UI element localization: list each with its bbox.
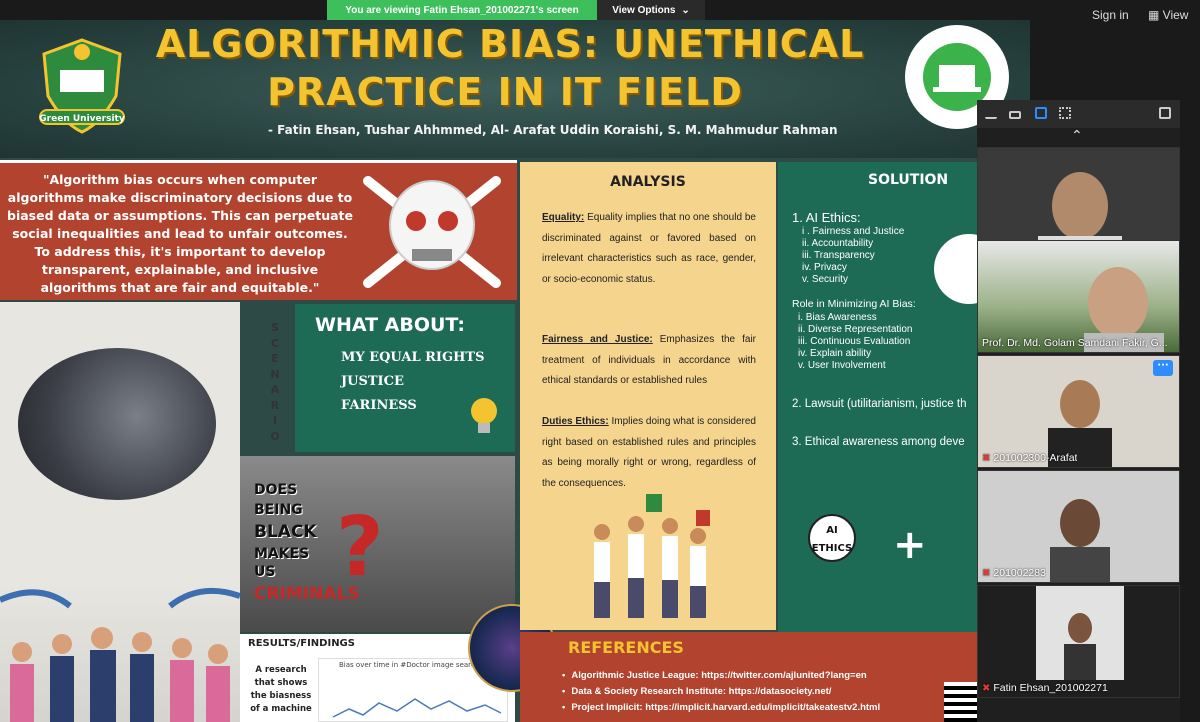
definition-quote: "Algorithm bias occurs when computer alg… xyxy=(7,172,353,295)
solution-role: iv. Explain ability xyxy=(798,348,872,359)
viewing-screen-banner: You are viewing Fatin Ehsan_201002271's … xyxy=(327,0,597,20)
participant-video xyxy=(978,356,1179,467)
participant-tile[interactable]: Prof. Dr. Md. Golam Samdani Fakir, G... xyxy=(977,240,1180,353)
solution-item-3: 3. Ethical awareness among deve xyxy=(792,436,965,448)
analysis-title: ANALYSIS xyxy=(610,174,686,190)
references-panel: REFERENCES Algorithmic Justice League: h… xyxy=(520,632,1030,722)
participant-tile[interactable]: ··· ✖ 201002300-Arafat xyxy=(977,355,1180,468)
solution-item-2: 2. Lawsuit (utilitarianism, justice th xyxy=(792,398,967,410)
solution-role: v. User Involvement xyxy=(798,360,886,371)
people-voting-illustration xyxy=(594,494,710,618)
reference-item: Algorithmic Justice League: https://twit… xyxy=(562,670,866,681)
solution-role: ii. Diverse Representation xyxy=(798,324,913,335)
robot-skull-icon xyxy=(363,176,501,288)
minimize-icon[interactable] xyxy=(985,107,997,119)
results-text: A research that shows the biasness of a … xyxy=(250,665,312,714)
bias-chart-line xyxy=(332,698,502,718)
bw-word: DOES xyxy=(254,482,298,498)
reference-item: Project Implicit: https://implicit.harva… xyxy=(562,702,880,713)
scroll-up-chevron-icon[interactable]: ⌃ xyxy=(1071,128,1083,144)
ai-ethics-badge: AI ETHICS xyxy=(808,514,856,562)
what-about-title: WHAT ABOUT: xyxy=(315,314,465,336)
solution-sub: iii. Transparency xyxy=(802,250,875,261)
speaker-view-icon[interactable] xyxy=(1035,107,1047,119)
poster-title-line2: PRACTICE IN IT FIELD xyxy=(267,70,743,114)
solution-sub: iv. Privacy xyxy=(802,262,847,273)
poster-header: Green University ALGORITHMIC BIAS: UNETH… xyxy=(0,20,1030,158)
results-title: RESULTS/FINDINGS xyxy=(248,638,355,649)
solution-role-title: Role in Minimizing AI Bias: xyxy=(792,298,916,310)
participant-video xyxy=(978,471,1179,582)
participant-video xyxy=(978,586,1179,697)
bias-chart-title: Bias over time in #Doctor image search xyxy=(339,661,480,669)
poster-authors: - Fatin Ehsan, Tushar Ahhmmed, Al- Arafa… xyxy=(268,123,838,137)
does-being-black-image: DOES BEING BLACK MAKES US CRIMINALS ? xyxy=(240,456,515,632)
solution-sub: i . Fairness and Justice xyxy=(802,226,905,237)
solution-sub: v. Security xyxy=(802,274,848,285)
solution-role: i. Bias Awareness xyxy=(798,312,877,323)
solution-title: SOLUTION xyxy=(868,172,949,188)
lightbulb-icon xyxy=(471,398,497,433)
robot-and-human-image xyxy=(18,348,216,500)
bw-word: BLACK xyxy=(254,522,317,542)
participant-video xyxy=(978,241,1179,352)
analysis-panel: ANALYSIS Equality: Equality implies that… xyxy=(520,162,776,630)
reference-item: Data & Society Research Institute: https… xyxy=(562,686,831,697)
what-about-item: FARINESS xyxy=(341,398,417,413)
solution-item-1: 1. AI Ethics: xyxy=(792,210,861,225)
bw-word: MAKES xyxy=(254,546,310,562)
grid-view-icon: ▦ xyxy=(1148,8,1163,22)
analysis-fairness: Fairness and Justice: Emphasizes the fai… xyxy=(542,334,756,386)
analysis-duties: Duties Ethics: Implies doing what is con… xyxy=(542,416,756,489)
view-options-button[interactable]: View Options ⌄ xyxy=(597,0,705,20)
references-title: REFERENCES xyxy=(568,638,684,657)
solution-sub: ii. Accountability xyxy=(802,238,874,249)
thumbnail-view-icon[interactable] xyxy=(1009,111,1021,119)
participants-gallery: ⌃ ASM Shihavuddin Prof. Dr. Md. Golam Sa… xyxy=(977,100,1180,722)
poster-title-line1: ALGORITHMIC BIAS: UNETHICAL xyxy=(155,22,865,66)
green-university-logo: Green University xyxy=(39,38,125,134)
participant-tile[interactable]: ✖ 201002283 xyxy=(977,470,1180,583)
sign-in-link[interactable]: Sign in xyxy=(1092,8,1129,22)
criminals-label: CRIMINALS xyxy=(254,584,360,604)
view-menu-button[interactable]: ▦ View xyxy=(1148,8,1189,22)
plus-icon: + xyxy=(893,522,927,568)
participant-name: Prof. Dr. Md. Golam Samdani Fakir, G... xyxy=(982,337,1168,349)
bw-word: BEING xyxy=(254,502,303,518)
gallery-grid-icon[interactable] xyxy=(1059,107,1071,119)
analysis-equality: Equality: Equality implies that no one s… xyxy=(542,212,756,285)
solution-role: iii. Continuous Evaluation xyxy=(798,336,911,347)
people-lineup-graphic xyxy=(0,587,241,722)
left-logo-text: Green University xyxy=(39,114,125,124)
participant-name: ✖ 201002300-Arafat xyxy=(982,452,1078,464)
bw-word: US xyxy=(254,564,276,580)
participant-name: ✖ 201002283 xyxy=(982,567,1046,579)
definition-quote-box: "Algorithm bias occurs when computer alg… xyxy=(0,160,517,300)
what-about-box: WHAT ABOUT: MY EQUAL RIGHTS JUSTICE FARI… xyxy=(295,304,515,452)
more-options-button[interactable]: ··· xyxy=(1153,360,1173,376)
participant-name: ✖ Fatin Ehsan_201002271 xyxy=(982,682,1108,694)
question-mark: ? xyxy=(336,500,384,595)
mic-muted-icon: ✖ xyxy=(982,683,991,694)
what-about-item: MY EQUAL RIGHTS xyxy=(341,350,485,365)
gallery-toolbar xyxy=(977,100,1180,128)
chevron-down-icon: ⌄ xyxy=(681,4,690,16)
what-about-item: JUSTICE xyxy=(341,374,404,389)
mic-muted-icon: ✖ xyxy=(982,568,991,579)
shared-screen-poster: Green University ALGORITHMIC BIAS: UNETH… xyxy=(0,20,1030,722)
mic-muted-icon: ✖ xyxy=(982,453,991,464)
robots-and-people-illustration xyxy=(0,582,241,722)
expand-icon[interactable] xyxy=(1159,107,1171,119)
participant-tile[interactable]: ✖ Fatin Ehsan_201002271 xyxy=(977,585,1180,698)
